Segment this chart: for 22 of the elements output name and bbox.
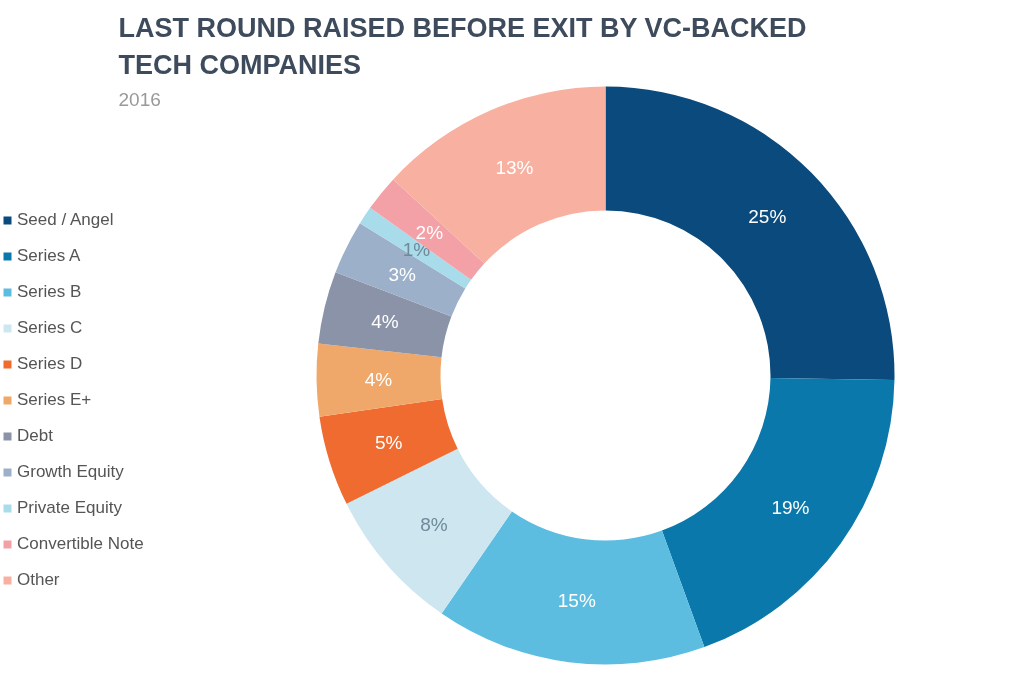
data-label: 5% bbox=[375, 432, 403, 454]
data-label: 25% bbox=[748, 205, 787, 227]
legend-label: Series D bbox=[17, 354, 83, 374]
legend-label: Private Equity bbox=[17, 498, 122, 518]
legend-label: Convertible Note bbox=[17, 534, 144, 554]
data-label: 4% bbox=[371, 311, 399, 333]
data-label: 4% bbox=[364, 368, 393, 390]
data-label: 19% bbox=[771, 496, 810, 518]
legend-label: Series A bbox=[17, 246, 81, 266]
chart-subtitle: 2016 bbox=[118, 88, 161, 110]
legend-label: Other bbox=[17, 570, 60, 590]
legend-label: Seed / Angel bbox=[17, 210, 114, 230]
legend-label: Growth Equity bbox=[17, 462, 124, 482]
legend-label: Debt bbox=[17, 426, 53, 446]
data-label: 8% bbox=[420, 513, 448, 535]
legend-label: Series C bbox=[17, 318, 83, 338]
legend-label: Series B bbox=[17, 282, 82, 302]
legend-label: Series E+ bbox=[17, 390, 92, 410]
chart-title: LAST ROUND RAISED BEFORE EXIT BY VC-BACKED TECH COMPANIES bbox=[118, 12, 807, 80]
data-label: 13% bbox=[495, 157, 534, 179]
data-label: 3% bbox=[388, 264, 416, 286]
data-label: 15% bbox=[557, 590, 596, 612]
